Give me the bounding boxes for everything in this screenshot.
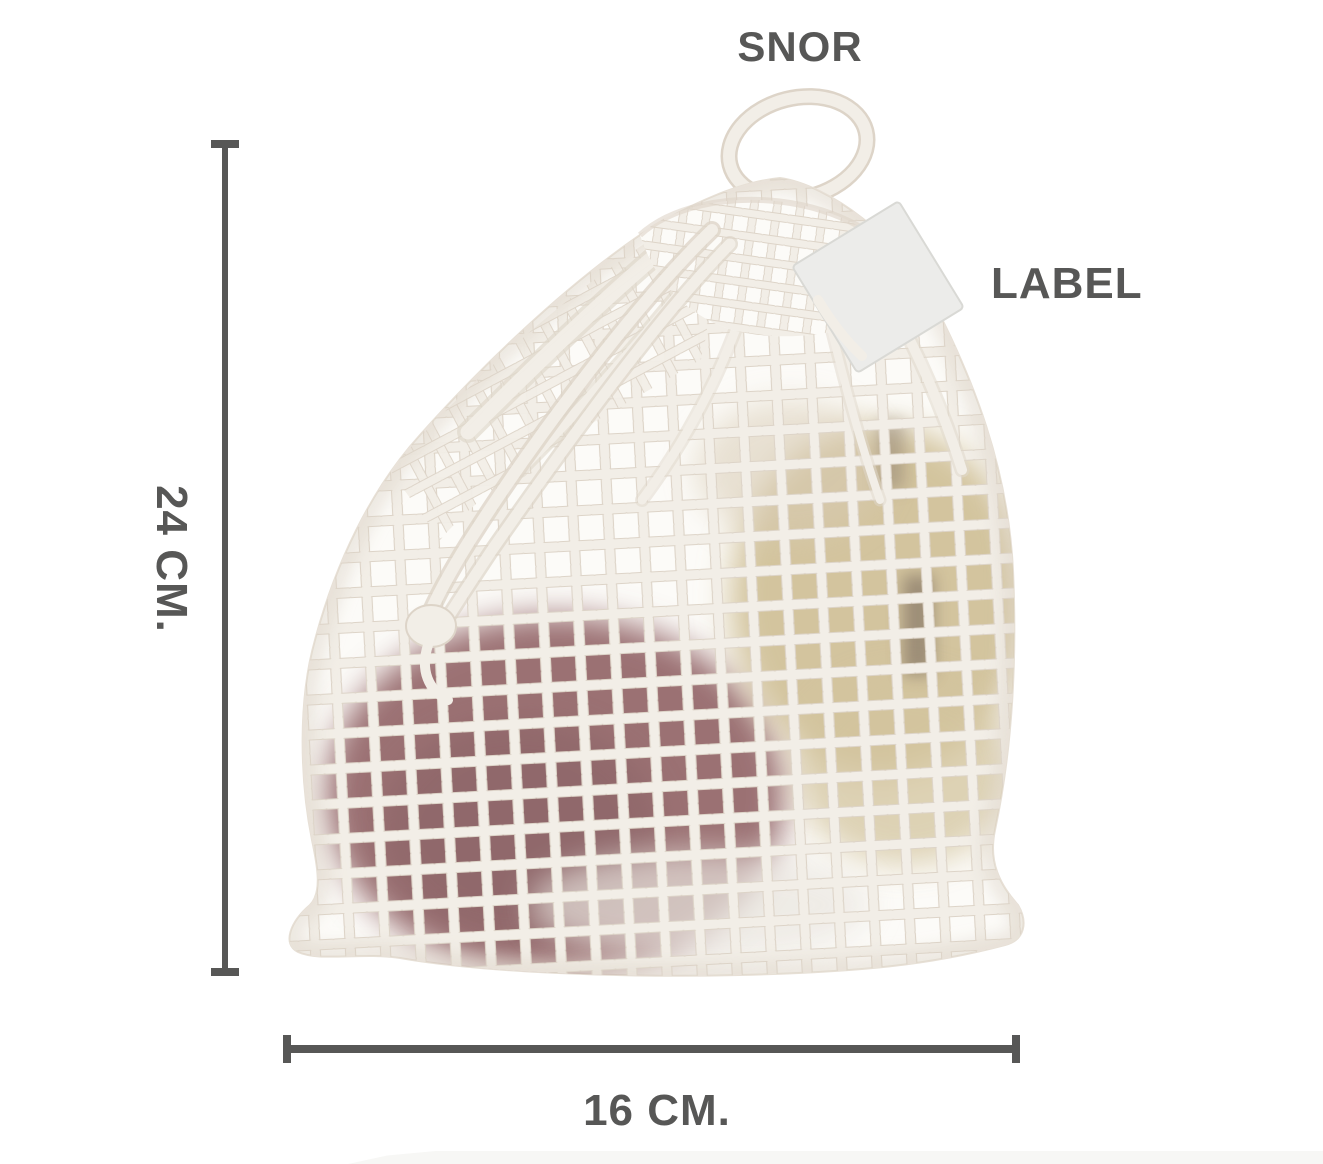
bag-tag [792,201,964,373]
dimension-end-cap [211,968,239,976]
footer-strip [348,1151,1323,1164]
height-dimension-line [211,140,240,976]
drawstring-cord-icon [405,221,738,705]
width-dimension-label: 16 CM. [583,1086,731,1135]
drawstring-callout-label: SNOR [737,23,863,70]
tag-callout-label: LABEL [991,259,1143,308]
dimension-end-cap [1012,1035,1020,1063]
width-dimension-line [283,1035,1020,1063]
height-dimension-label: 24 CM. [147,485,196,633]
dimension-bar [222,144,228,972]
dimension-bar [287,1045,1016,1053]
cord-knot-icon [405,604,457,648]
